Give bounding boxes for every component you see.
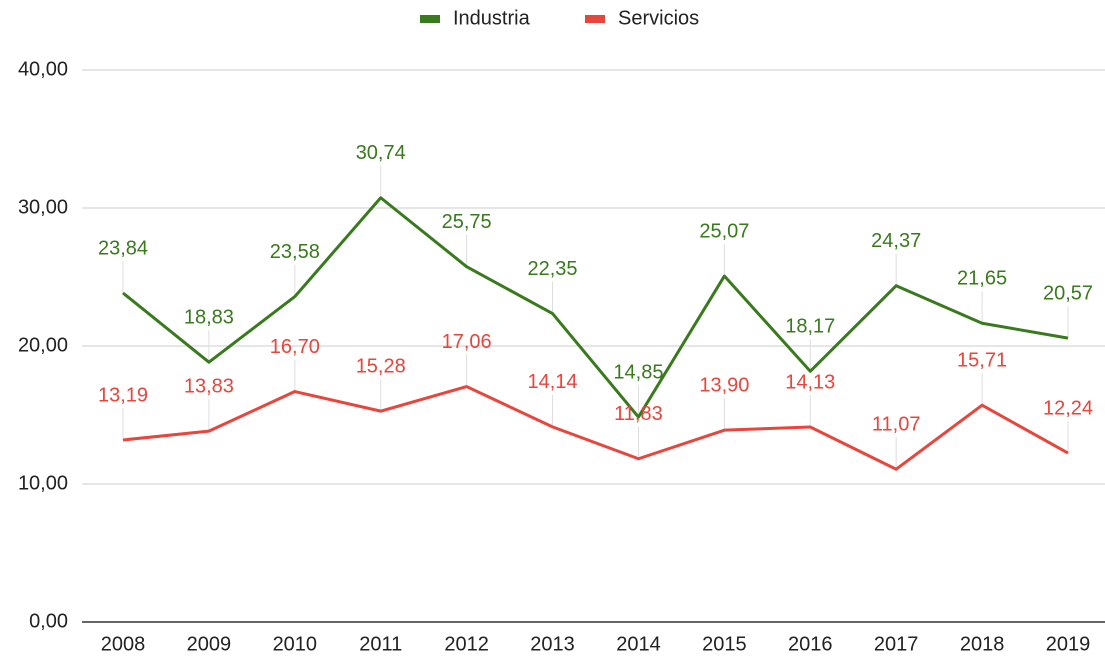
data-label: 14,85	[613, 361, 663, 383]
x-tick-label: 2010	[273, 633, 318, 655]
data-label: 23,84	[98, 237, 148, 259]
data-label: 14,14	[528, 371, 578, 393]
data-label: 13,19	[98, 384, 148, 406]
data-label: 25,07	[699, 220, 749, 242]
data-label: 12,24	[1043, 397, 1093, 419]
x-tick-label: 2008	[101, 633, 146, 655]
data-label: 11,07	[872, 414, 921, 436]
legend-label: Industria	[453, 7, 531, 29]
data-label: 20,57	[1043, 282, 1093, 304]
data-label: 30,74	[356, 142, 406, 164]
x-tick-label: 2011	[359, 633, 402, 655]
x-tick-label: 2018	[960, 633, 1005, 655]
x-tick-label: 2012	[444, 633, 489, 655]
data-label: 22,35	[528, 258, 578, 280]
data-label: 15,28	[356, 355, 406, 377]
y-tick-label: 20,00	[18, 334, 68, 356]
series-line	[122, 196, 1069, 419]
data-label: 23,58	[270, 241, 320, 263]
series-line	[122, 385, 1069, 471]
data-label: 21,65	[957, 268, 1007, 290]
data-label: 13,90	[699, 374, 749, 396]
data-label: 25,75	[442, 211, 492, 233]
x-tick-label: 2019	[1046, 633, 1091, 655]
x-tick-label: 2009	[187, 633, 232, 655]
y-tick-label: 40,00	[18, 58, 68, 80]
data-label: 24,37	[871, 230, 921, 252]
x-tick-label: 2017	[874, 633, 919, 655]
y-tick-label: 30,00	[18, 196, 68, 218]
x-tick-label: 2013	[530, 633, 575, 655]
x-tick-label: 2015	[702, 633, 747, 655]
data-label: 16,70	[270, 336, 320, 358]
x-tick-label: 2016	[788, 633, 833, 655]
y-tick-label: 0,00	[29, 610, 68, 632]
data-label: 17,06	[442, 331, 492, 353]
legend-label: Servicios	[618, 7, 699, 29]
y-tick-label: 10,00	[18, 472, 68, 494]
data-label: 18,83	[184, 306, 234, 328]
data-label: 13,83	[184, 375, 234, 397]
data-label: 15,71	[957, 349, 1007, 371]
legend-swatch	[420, 15, 440, 23]
data-label: 18,17	[785, 316, 835, 338]
x-tick-label: 2014	[616, 633, 661, 655]
legend-swatch	[585, 15, 605, 23]
data-label: 11,83	[614, 403, 663, 425]
data-label: 14,13	[785, 371, 835, 393]
